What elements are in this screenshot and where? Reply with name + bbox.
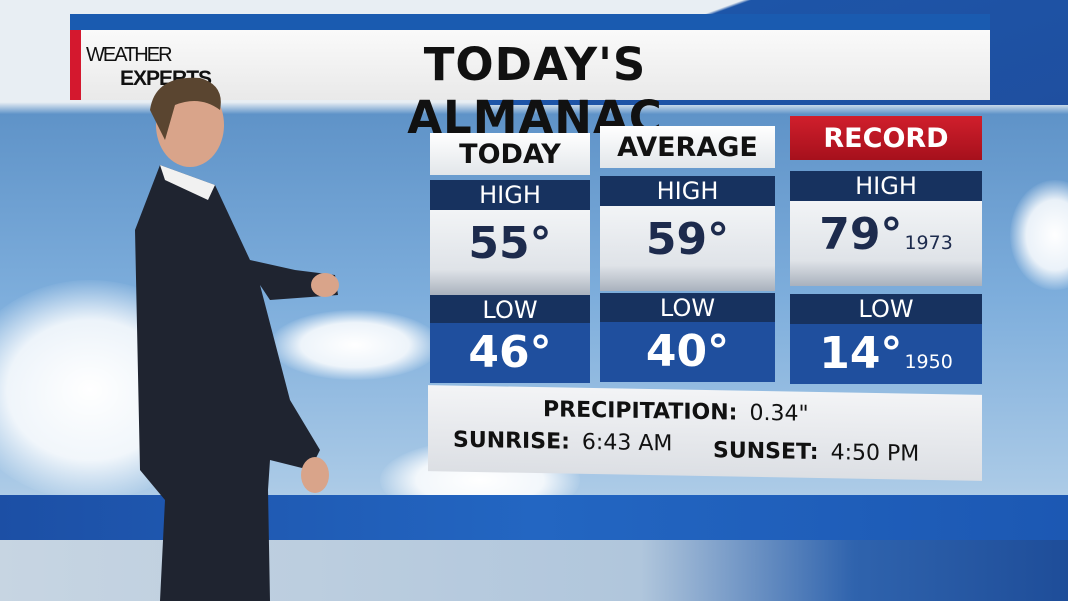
info-panel: PRECIPITATION: 0.34" SUNRISE: 6:43 AM SUNS… <box>428 385 982 481</box>
high-temp: 59° <box>645 214 730 265</box>
top-blue-bar <box>70 14 990 31</box>
precipitation-row: PRECIPITATION: 0.34" <box>543 397 809 427</box>
low-label: LOW <box>790 294 982 324</box>
high-temp: 79° <box>819 209 903 260</box>
low-value: 14° 1950 <box>790 324 982 384</box>
high-label: HIGH <box>600 176 775 206</box>
low-temp: 46° <box>468 327 552 378</box>
presenter-hand <box>301 457 329 493</box>
column-header: AVERAGE <box>600 126 775 168</box>
cloud <box>270 310 440 380</box>
low-value: 40° <box>600 322 775 382</box>
sunrise-row: SUNRISE: 6:43 AM <box>453 428 672 457</box>
high-value: 55° <box>430 210 590 295</box>
high-label: HIGH <box>430 180 590 210</box>
low-record-year: 1950 <box>904 351 953 373</box>
precipitation-value: 0.34" <box>749 400 809 427</box>
high-label: HIGH <box>790 171 982 201</box>
presenter-hair <box>150 77 221 140</box>
logo-line1: WEATHER <box>86 44 173 66</box>
presenter-hand <box>311 273 339 297</box>
high-temp: 55° <box>468 218 552 269</box>
presenter <box>135 77 339 601</box>
today-column: TODAY HIGH 55° LOW 46° <box>430 133 590 383</box>
sunset-value: 4:50 PM <box>830 440 920 467</box>
average-column: AVERAGE HIGH 59° LOW 40° <box>600 126 775 383</box>
sunset-row: SUNSET: 4:50 PM <box>713 438 919 467</box>
column-header: TODAY <box>430 133 590 175</box>
high-value: 79° 1973 <box>790 201 982 286</box>
sunrise-value: 6:43 AM <box>581 429 673 457</box>
red-accent-stripe <box>70 30 81 100</box>
precipitation-label: PRECIPITATION: <box>543 397 738 426</box>
presenter-suit <box>135 165 338 601</box>
record-column: RECORD HIGH 79° 1973 LOW 14° 1950 <box>790 116 982 386</box>
presenter-collar <box>160 165 215 200</box>
low-label: LOW <box>600 293 775 323</box>
title-banner <box>70 30 990 100</box>
high-value: 59° <box>600 206 775 291</box>
low-temp: 40° <box>645 326 730 377</box>
low-temp: 14° <box>819 328 903 379</box>
low-label: LOW <box>430 295 590 325</box>
sunrise-label: SUNRISE: <box>453 427 570 455</box>
high-record-year: 1973 <box>904 232 953 254</box>
column-header: RECORD <box>790 116 982 160</box>
low-value: 46° <box>430 323 590 383</box>
sunset-label: SUNSET: <box>713 438 819 465</box>
